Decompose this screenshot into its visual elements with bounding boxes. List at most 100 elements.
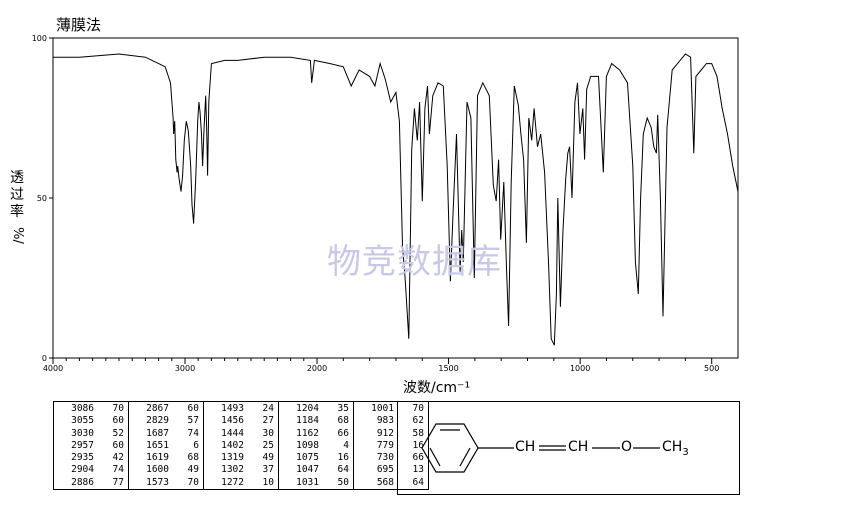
peak-wavenumber: 1600 [146,464,169,476]
peak-table-columns: 3086 70 3055 60 3030 52 2957 60 2935 42 2904 74 2886… [53,401,429,490]
peak-row: 1651 6 [135,440,199,452]
peak-row: 2867 60 [135,403,199,415]
watermark: 物竞数据库 [327,242,502,282]
peak-transmittance: 10 [262,476,274,488]
peak-transmittance: 52 [112,427,124,439]
peak-wavenumber: 1493 [221,403,244,414]
peak-wavenumber: 983 [376,415,394,427]
x-axis-label: 波数/cm⁻¹ [403,380,471,396]
peak-transmittance: 68 [337,415,349,427]
peak-table-column: 3086 70 3055 60 3030 52 2957 60 2935 42 2904 74 2886… [53,401,129,490]
peak-wavenumber: 1075 [296,452,319,464]
peak-row: 568 64 [360,477,424,489]
peak-row: 2957 60 [60,440,124,452]
x-tick-label: 1000 [570,364,590,373]
peak-transmittance: 25 [262,439,274,451]
peak-wavenumber: 1272 [221,476,244,488]
peak-wavenumber: 1651 [146,439,169,451]
peak-row: 1184 68 [285,415,349,427]
peak-wavenumber: 1619 [146,452,169,464]
peak-transmittance: 24 [262,403,274,414]
peak-transmittance: 62 [412,415,424,427]
peak-transmittance: 27 [262,415,274,427]
peak-row: 1204 35 [285,403,349,415]
peak-wavenumber: 1001 [371,403,394,414]
peak-row: 2904 74 [60,464,124,476]
peak-row: 1573 70 [135,477,199,489]
peak-row: 912 58 [360,428,424,440]
peak-row: 1031 50 [285,477,349,489]
peak-row: 3086 70 [60,403,124,415]
y-axis-label: 透过率 [10,170,24,220]
y-tick-label: 0 [42,354,47,363]
peak-row: 1319 49 [210,452,274,464]
peak-transmittance: 66 [337,427,349,439]
method-label: 薄膜法 [56,16,102,34]
peak-table-column: 2867 60 2829 57 1687 74 1651 6 1619 68 1600 49 1573 7… [128,401,204,490]
peak-wavenumber: 2935 [71,452,94,464]
peak-transmittance: 16 [337,452,349,464]
peak-wavenumber: 1687 [146,427,169,439]
peak-row: 3055 60 [60,415,124,427]
peak-row: 1001 70 [360,403,424,415]
peak-row: 2886 77 [60,477,124,489]
atom-o: O [621,439,633,455]
peak-row: 1075 16 [285,452,349,464]
peak-wavenumber: 1204 [296,403,319,414]
atom-ch-2: CH [568,439,589,455]
peak-wavenumber: 1573 [146,476,169,488]
benzene-ring-icon [421,423,660,473]
peak-transmittance: 35 [337,403,349,414]
x-tick-label: 4000 [43,364,63,373]
peak-table-column: 1204 35 1184 68 1162 66 1098 4 1075 16 1047 64 1031 5… [278,401,354,490]
peak-transmittance: 4 [343,439,349,451]
peak-row: 1047 64 [285,464,349,476]
peak-row: 779 16 [360,440,424,452]
peak-row: 2829 57 [135,415,199,427]
spectrum-line [53,53,739,346]
peak-wavenumber: 695 [376,464,394,476]
peak-transmittance: 64 [412,476,424,488]
y-axis-unit: %/ [9,227,25,244]
peak-table-column: 1493 24 1456 27 1444 30 1402 25 1319 49 1302 37 1272… [203,401,279,490]
peak-row: 1444 30 [210,428,274,440]
peak-row: 1493 24 [210,403,274,415]
peak-wavenumber: 912 [376,427,394,439]
peak-transmittance: 60 [112,415,124,427]
x-tick-label: 2000 [307,364,327,373]
peak-wavenumber: 3055 [71,415,94,427]
peak-wavenumber: 1456 [221,415,244,427]
peak-row: 1302 37 [210,464,274,476]
peak-wavenumber: 1047 [296,464,319,476]
peak-transmittance: 74 [112,464,124,476]
peak-wavenumber: 2904 [71,464,94,476]
y-tick-label: 50 [37,194,47,203]
peak-row: 1687 74 [135,428,199,440]
peak-transmittance: 16 [412,439,424,451]
peak-transmittance: 49 [262,452,274,464]
peak-wavenumber: 2957 [71,439,94,451]
peak-row: 730 66 [360,452,424,464]
peak-wavenumber: 1319 [221,452,244,464]
peak-transmittance: 68 [187,452,199,464]
peak-row: 983 62 [360,415,424,427]
axis-ticks [49,37,713,364]
peak-wavenumber: 2867 [146,403,169,414]
atom-ch-1: CH [515,439,536,455]
peak-wavenumber: 1402 [221,439,244,451]
peak-transmittance: 60 [112,439,124,451]
peak-transmittance: 64 [337,464,349,476]
peak-transmittance: 50 [337,476,349,488]
peak-transmittance: 70 [112,403,124,414]
peak-wavenumber: 2829 [146,415,169,427]
peak-wavenumber: 568 [376,476,394,488]
peak-transmittance: 30 [262,427,274,439]
plot-frame [52,37,739,359]
peak-transmittance: 77 [112,476,124,488]
peak-row: 1402 25 [210,440,274,452]
peak-row: 1456 27 [210,415,274,427]
peak-transmittance: 60 [187,403,199,414]
peak-wavenumber: 1031 [296,476,319,488]
peak-transmittance: 70 [187,476,199,488]
peak-row: 1619 68 [135,452,199,464]
